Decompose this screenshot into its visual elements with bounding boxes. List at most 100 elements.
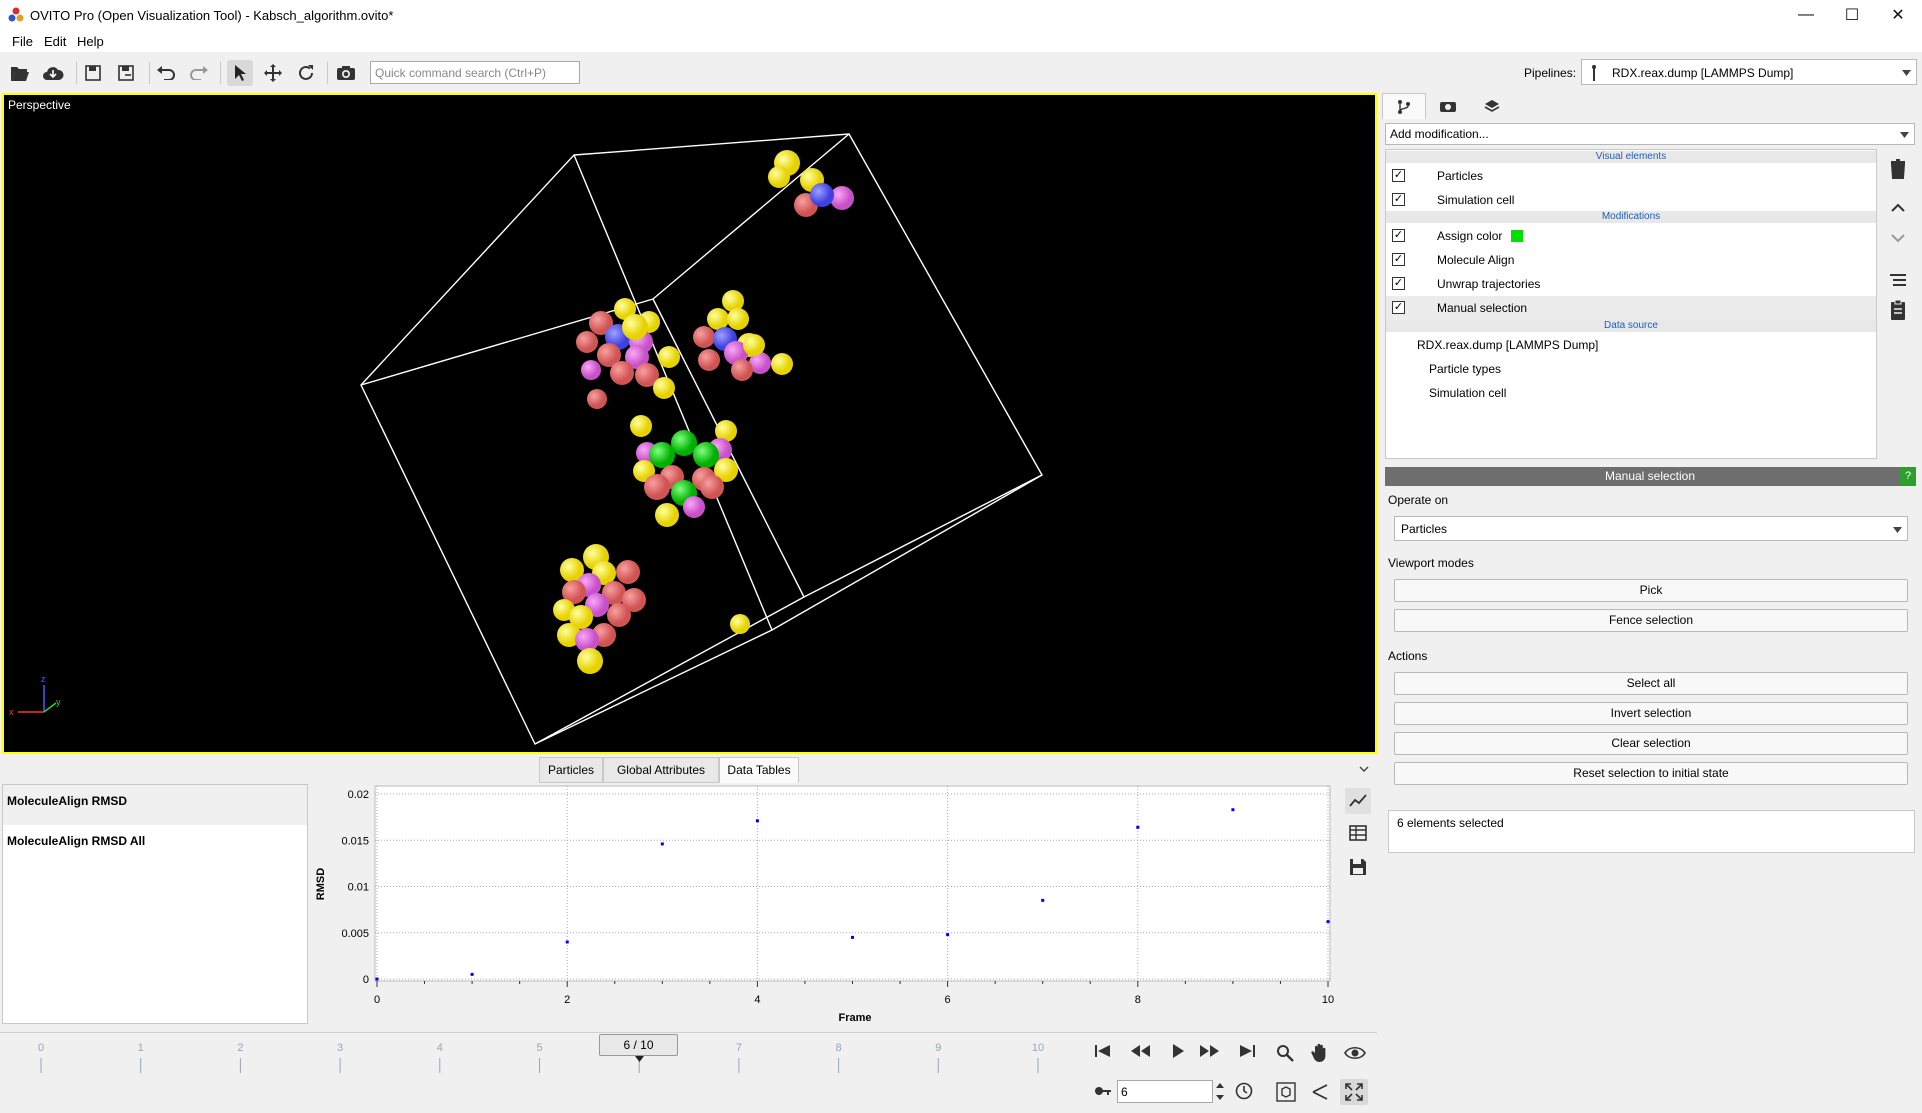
menu-file[interactable]: File	[12, 34, 33, 49]
add-modification-label: Add modification...	[1390, 127, 1489, 141]
last-frame-icon[interactable]	[1238, 1044, 1256, 1058]
chevron-down-icon	[1900, 132, 1909, 138]
zoom-scene-extents-icon[interactable]	[1276, 1082, 1296, 1102]
save-table-icon[interactable]	[1345, 854, 1371, 880]
actions-label: Actions	[1388, 649, 1428, 663]
add-modification-dropdown[interactable]: Add modification...	[1385, 123, 1915, 145]
clear-selection-button[interactable]: Clear selection	[1394, 732, 1908, 755]
redo-icon[interactable]	[186, 60, 212, 86]
pipeline-item-particles[interactable]: ✓ Particles	[1386, 164, 1876, 188]
checkbox-unwrap-trajectories[interactable]: ✓	[1392, 277, 1405, 290]
pipeline-item-molecule-align[interactable]: ✓ Molecule Align	[1386, 248, 1876, 272]
key-icon[interactable]	[1094, 1085, 1112, 1097]
pipeline-item-label: Unwrap trajectories	[1437, 277, 1541, 291]
viewport-perspective[interactable]: Perspective	[2, 93, 1377, 754]
fence-selection-button[interactable]: Fence selection	[1394, 609, 1908, 632]
rotate-mode-icon[interactable]	[293, 60, 319, 86]
move-down-icon[interactable]	[1886, 226, 1910, 250]
window-title: OVITO Pro (Open Visualization Tool) - Ka…	[30, 8, 394, 23]
viewport-caption[interactable]: Perspective	[8, 98, 71, 112]
pipeline-item-manual-selection[interactable]: ✓ Manual selection	[1386, 296, 1876, 320]
maximize-viewport-icon[interactable]	[1340, 1079, 1368, 1105]
render-screenshot-icon[interactable]	[333, 60, 359, 86]
select-all-button[interactable]: Select all	[1394, 672, 1908, 695]
save-icon[interactable]	[80, 60, 106, 86]
tab-particles[interactable]: Particles	[539, 757, 603, 783]
table-view-icon[interactable]	[1345, 820, 1371, 846]
rmsd-plot: 0 0.005 0.01 0.015 0.02 0 2 4 6 8 10 Frame RMSD	[315, 785, 1334, 1024]
pipeline-item-unwrap-trajectories[interactable]: ✓ Unwrap trajectories	[1386, 272, 1876, 296]
pipeline-item-data-file[interactable]: RDX.reax.dump [LAMMPS Dump]	[1386, 333, 1876, 357]
maximize-button[interactable]: ☐	[1844, 7, 1860, 24]
timeline-tick-label: 5	[536, 1042, 542, 1054]
x-tick-label: 6	[945, 994, 951, 1006]
frame-spinner-input[interactable]: 6	[1117, 1080, 1213, 1103]
quick-command-search-input[interactable]	[370, 61, 580, 84]
play-icon[interactable]	[1171, 1043, 1185, 1059]
pipeline-item-assign-color[interactable]: ✓ Assign color	[1386, 224, 1876, 248]
title-bar: OVITO Pro (Open Visualization Tool) - Ka…	[0, 0, 1922, 30]
minimize-button[interactable]: —	[1798, 6, 1814, 23]
checkbox-manual-selection[interactable]: ✓	[1392, 301, 1405, 314]
pipeline-item-label: Molecule Align	[1437, 253, 1515, 267]
tab-overlays[interactable]	[1470, 93, 1514, 119]
frame-spinner-arrows[interactable]	[1213, 1080, 1227, 1103]
animation-timeline[interactable]: 012345678910 6 / 10	[0, 1032, 1080, 1112]
orbit-eye-icon[interactable]	[1344, 1046, 1366, 1060]
pipeline-selector[interactable]: RDX.reax.dump [LAMMPS Dump]	[1581, 59, 1917, 85]
tab-global-attributes[interactable]: Global Attributes	[603, 757, 719, 783]
first-frame-icon[interactable]	[1094, 1044, 1112, 1058]
checkbox-simulation-cell[interactable]: ✓	[1392, 193, 1405, 206]
open-file-icon[interactable]	[7, 60, 33, 86]
move-up-icon[interactable]	[1886, 196, 1910, 220]
reset-selection-button[interactable]: Reset selection to initial state	[1394, 762, 1908, 785]
pipeline-item-simulation-cell-source[interactable]: Simulation cell	[1386, 381, 1876, 405]
move-mode-icon[interactable]	[260, 60, 286, 86]
section-data-source: Data source	[1386, 320, 1876, 332]
viewport-modes-label: Viewport modes	[1388, 556, 1474, 570]
collapse-panel-icon[interactable]	[1359, 766, 1369, 773]
next-frame-icon[interactable]	[1198, 1044, 1220, 1058]
data-point	[470, 972, 474, 976]
operate-on-select[interactable]: Particles	[1394, 516, 1908, 541]
pipeline-item-label: Particles	[1437, 169, 1484, 183]
list-item-rmsd[interactable]: MoleculeAlign RMSD	[3, 785, 307, 825]
checkbox-particles[interactable]: ✓	[1392, 169, 1405, 182]
tab-data-tables[interactable]: Data Tables	[719, 757, 799, 783]
save-as-icon[interactable]	[113, 60, 139, 86]
pan-hand-icon[interactable]	[1311, 1043, 1329, 1063]
close-button[interactable]: ✕	[1891, 7, 1905, 24]
delete-modifier-icon[interactable]	[1886, 157, 1910, 181]
data-point	[946, 933, 950, 937]
group-modifiers-icon[interactable]	[1886, 268, 1910, 292]
clipboard-icon[interactable]	[1886, 298, 1910, 322]
y-tick-label: 0.02	[348, 789, 369, 801]
menu-help[interactable]: Help	[77, 34, 104, 49]
load-remote-icon[interactable]	[40, 60, 66, 86]
selection-mode-icon[interactable]	[227, 60, 253, 86]
pipeline-item-particle-types[interactable]: Particle types	[1386, 357, 1876, 381]
previous-frame-icon[interactable]	[1130, 1044, 1152, 1058]
data-source-child-label: Simulation cell	[1429, 386, 1507, 400]
timeline-tick-label: 9	[935, 1042, 941, 1054]
checkbox-assign-color[interactable]: ✓	[1392, 229, 1405, 242]
time-slider-handle[interactable]: 6 / 10	[599, 1034, 678, 1056]
tab-pipeline[interactable]	[1382, 93, 1426, 119]
timeline-tick-label: 7	[736, 1042, 742, 1054]
fov-icon[interactable]	[1311, 1083, 1329, 1101]
invert-selection-button[interactable]: Invert selection	[1394, 702, 1908, 725]
menu-edit[interactable]: Edit	[44, 34, 67, 49]
list-item-rmsd-all[interactable]: MoleculeAlign RMSD All	[7, 834, 146, 848]
pipeline-item-simulation-cell[interactable]: ✓ Simulation cell	[1386, 188, 1876, 212]
data-point	[1326, 920, 1330, 924]
undo-icon[interactable]	[153, 60, 179, 86]
axis-y-label: y	[56, 697, 61, 707]
pick-button[interactable]: Pick	[1394, 579, 1908, 602]
chart-view-icon[interactable]	[1345, 788, 1371, 814]
checkbox-molecule-align[interactable]: ✓	[1392, 253, 1405, 266]
zoom-icon[interactable]	[1276, 1044, 1294, 1062]
tab-render[interactable]	[1426, 93, 1470, 119]
animation-settings-icon[interactable]	[1235, 1082, 1253, 1100]
help-button[interactable]: ?	[1900, 467, 1916, 486]
timeline-tick-label: 10	[1032, 1042, 1044, 1054]
